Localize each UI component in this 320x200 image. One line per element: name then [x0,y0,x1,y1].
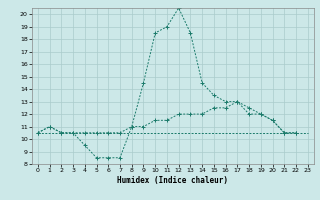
X-axis label: Humidex (Indice chaleur): Humidex (Indice chaleur) [117,176,228,185]
